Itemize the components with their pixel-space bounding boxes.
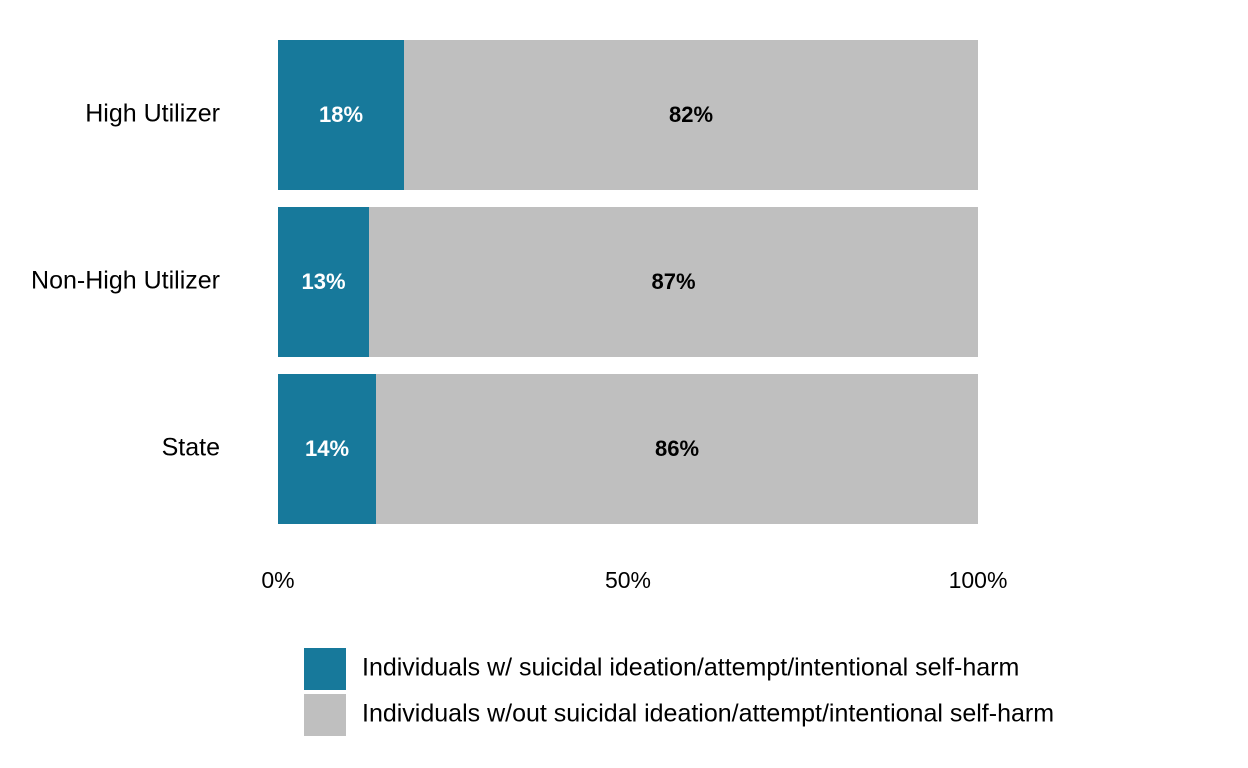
category-label: State (162, 434, 220, 462)
data-label: 14% (305, 436, 349, 461)
bar-segment-with (278, 207, 369, 357)
category-label: Non-High Utilizer (31, 267, 220, 295)
bar-segment-without (369, 207, 978, 357)
data-label: 82% (669, 102, 713, 127)
data-label: 18% (319, 102, 363, 127)
legend-swatch (304, 648, 346, 690)
value-axis: 0% 50% 100% (261, 567, 1007, 593)
legend-label: Individuals w/ suicidal ideation/attempt… (362, 654, 1019, 682)
data-label: 13% (301, 269, 345, 294)
legend-swatch (304, 694, 346, 736)
bar-segment-with (278, 374, 376, 524)
x-tick-label: 100% (949, 567, 1008, 593)
bar-segment-without (404, 40, 978, 190)
legend-label: Individuals w/out suicidal ideation/atte… (362, 700, 1054, 728)
bar-segment-without (376, 374, 978, 524)
bar-group: 18% 82% 13% 87% 14% 86% (278, 40, 978, 524)
x-tick-label: 50% (605, 567, 651, 593)
bar-segment-with (278, 40, 404, 190)
category-label: High Utilizer (85, 100, 220, 128)
category-axis: High Utilizer Non-High Utilizer State (31, 100, 220, 462)
data-label: 86% (655, 436, 699, 461)
legend: Individuals w/ suicidal ideation/attempt… (304, 648, 1054, 736)
x-tick-label: 0% (261, 567, 294, 593)
data-label: 87% (651, 269, 695, 294)
